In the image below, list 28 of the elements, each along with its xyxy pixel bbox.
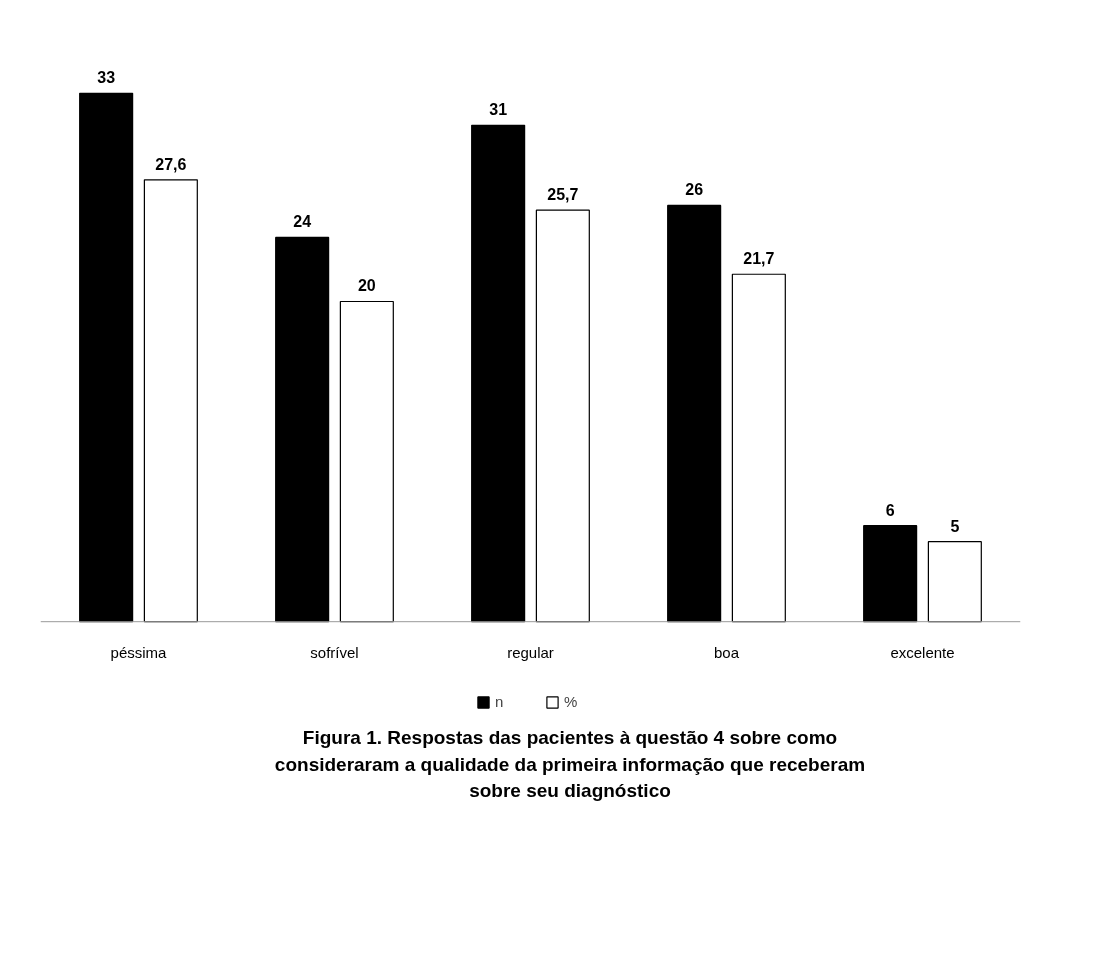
bar	[731, 273, 786, 623]
bar	[143, 179, 198, 623]
data-label: 20	[357, 277, 376, 295]
text: Figura 1. Respostas das pacientes à questão 4 sobre como consideraram a qualidade da primeira informação que receberam sobre seu diagnóstico	[273, 726, 867, 804]
x-tick-label: excelente	[890, 643, 955, 661]
x-tick-label: regular	[507, 643, 554, 661]
data-label: 25,7	[547, 186, 579, 204]
legend-label: n	[495, 693, 505, 710]
data-label: 24	[293, 213, 312, 231]
bar	[535, 209, 590, 623]
data-label: 5	[950, 517, 960, 535]
x-tick-label: péssima	[110, 643, 168, 661]
bar	[667, 204, 722, 623]
data-label: 26	[685, 181, 704, 199]
data-label: 21,7	[743, 250, 775, 268]
data-label: 6	[885, 501, 895, 519]
bar	[863, 525, 918, 623]
data-label: 27,6	[155, 155, 187, 173]
bar	[275, 236, 330, 623]
x-tick-label: boa	[713, 643, 740, 661]
bar	[471, 124, 526, 623]
data-label: 33	[97, 69, 116, 87]
bar	[79, 92, 134, 623]
data-label: 31	[489, 101, 508, 119]
bar	[339, 300, 394, 623]
bar	[927, 541, 982, 623]
legend-label: %	[564, 693, 579, 710]
x-tick-label: sofrível	[310, 643, 359, 661]
